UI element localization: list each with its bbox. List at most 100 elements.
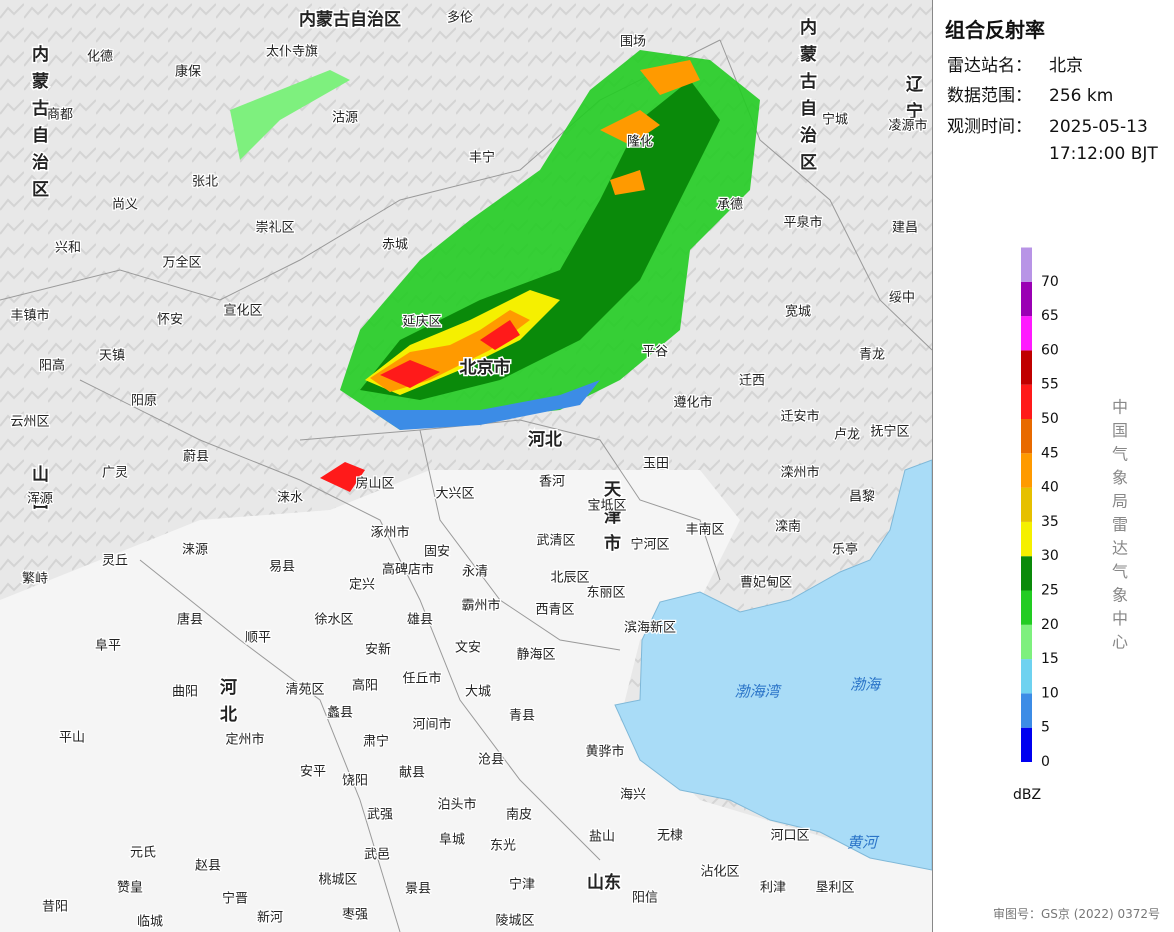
place-label: 广灵 bbox=[102, 466, 128, 481]
place-label: 宁晋 bbox=[222, 891, 248, 907]
source-char: 局 bbox=[1112, 492, 1128, 511]
place-label: 武邑 bbox=[364, 848, 390, 863]
place-label: 定兴 bbox=[349, 578, 375, 593]
place-label: 滦南 bbox=[775, 519, 801, 535]
place-label: 昔阳 bbox=[42, 900, 68, 915]
place-label: 阜城 bbox=[439, 832, 465, 848]
legend-tick-label: 35 bbox=[1041, 514, 1059, 530]
place-label: 多伦 bbox=[447, 10, 473, 26]
place-label: 沾化区 bbox=[700, 865, 739, 880]
place-label: 涞源 bbox=[182, 543, 208, 558]
water-label: 渤海湾 bbox=[734, 683, 782, 701]
place-label: 昌黎 bbox=[849, 490, 875, 505]
place-label: 浑源 bbox=[27, 492, 53, 507]
place-label: 万全区 bbox=[162, 255, 201, 271]
legend-tick-label: 50 bbox=[1041, 411, 1059, 427]
water-label: 黄河 bbox=[847, 834, 880, 852]
place-label: 肃宁 bbox=[363, 734, 389, 750]
info-value: 256 km bbox=[1049, 86, 1114, 106]
place-label: 商都 bbox=[47, 108, 73, 123]
legend-swatch bbox=[1021, 521, 1032, 557]
place-label: 赵县 bbox=[195, 859, 221, 874]
place-label: 临城 bbox=[137, 915, 163, 930]
place-label: 建昌 bbox=[892, 221, 918, 236]
legend-tick-label: 10 bbox=[1041, 685, 1059, 701]
place-label: 阳原 bbox=[131, 394, 157, 409]
place-label: 易县 bbox=[269, 560, 295, 575]
place-label: 安平 bbox=[300, 765, 326, 780]
place-label: 青龙 bbox=[859, 348, 885, 363]
place-label: 崇礼区 bbox=[255, 220, 294, 236]
region-label: 河北 bbox=[216, 678, 237, 732]
place-label: 曹妃甸区 bbox=[740, 576, 792, 591]
panel-title: 组合反射率 bbox=[945, 18, 1045, 42]
place-label: 房山区 bbox=[355, 476, 394, 492]
source-char: 象 bbox=[1112, 586, 1128, 605]
place-label: 平山 bbox=[59, 731, 85, 746]
place-label: 滦州市 bbox=[780, 465, 819, 481]
place-label: 景县 bbox=[405, 882, 431, 897]
place-label: 天镇 bbox=[99, 349, 125, 364]
legend-swatch bbox=[1021, 693, 1032, 728]
place-label: 文安 bbox=[455, 641, 481, 656]
place-label: 宁河区 bbox=[630, 537, 669, 553]
place-label: 东光 bbox=[490, 839, 516, 854]
place-label: 香河 bbox=[539, 475, 565, 490]
place-label: 雄县 bbox=[407, 613, 433, 628]
place-label: 青县 bbox=[509, 709, 535, 724]
place-label: 阳信 bbox=[632, 891, 658, 906]
place-label: 丰南区 bbox=[685, 522, 724, 538]
legend-tick-label: 70 bbox=[1041, 274, 1059, 290]
place-label: 宽城 bbox=[785, 304, 811, 320]
region-label: 北京市 bbox=[460, 357, 511, 378]
place-label: 宝坻区 bbox=[587, 498, 626, 514]
place-label: 围场 bbox=[620, 35, 646, 50]
place-label: 桃城区 bbox=[318, 873, 357, 888]
legend-swatch bbox=[1021, 590, 1032, 625]
place-label: 迁安市 bbox=[780, 409, 819, 425]
water-label: 渤海 bbox=[850, 676, 882, 694]
legend-tick-label: 65 bbox=[1041, 308, 1059, 324]
place-label: 绥中 bbox=[889, 291, 915, 306]
place-label: 泊头市 bbox=[437, 797, 476, 813]
place-label: 新河 bbox=[257, 910, 283, 926]
place-label: 唐县 bbox=[177, 612, 203, 628]
legend-swatch bbox=[1021, 316, 1032, 351]
region-label: 天津市 bbox=[600, 480, 621, 561]
place-label: 卢龙 bbox=[834, 427, 860, 443]
place-label: 静海区 bbox=[516, 648, 555, 663]
place-label: 黄骅市 bbox=[585, 744, 624, 760]
place-label: 高碑店市 bbox=[382, 562, 434, 578]
place-label: 河口区 bbox=[770, 829, 809, 844]
info-label: 数据范围： bbox=[947, 86, 1032, 106]
place-label: 丰宁 bbox=[469, 150, 495, 166]
source-char: 雷 bbox=[1112, 515, 1128, 534]
place-label: 化德 bbox=[87, 50, 113, 65]
place-label: 宁城 bbox=[822, 112, 848, 128]
place-label: 宣化区 bbox=[223, 303, 262, 319]
info-value: 2025-05-13 17:12:00 BJT bbox=[1049, 117, 1158, 164]
legend-tick-label: 15 bbox=[1041, 651, 1059, 667]
place-label: 清苑区 bbox=[285, 683, 324, 698]
place-label: 凌源市 bbox=[888, 118, 927, 134]
legend-swatch bbox=[1021, 419, 1032, 454]
info-label: 雷达站名： bbox=[947, 56, 1032, 76]
place-label: 永清 bbox=[462, 565, 488, 580]
place-label: 武强 bbox=[367, 808, 393, 823]
place-label: 抚宁区 bbox=[870, 424, 909, 440]
place-label: 尚义 bbox=[112, 198, 138, 213]
place-label: 安新 bbox=[365, 642, 391, 658]
place-label: 沽源 bbox=[332, 111, 358, 126]
place-label: 北辰区 bbox=[550, 571, 589, 586]
place-label: 乐亭 bbox=[832, 542, 858, 558]
radar-echo bbox=[230, 50, 760, 492]
side-panel: 组合反射率 雷达站名： 北京 数据范围： 256 km 观测时间： 2025-05-13 … bbox=[932, 0, 1174, 932]
place-label: 平谷 bbox=[642, 345, 668, 360]
plain bbox=[0, 470, 932, 932]
place-label: 康保 bbox=[175, 64, 201, 80]
legend-tick-label: 5 bbox=[1041, 720, 1050, 736]
legend-swatch bbox=[1021, 350, 1032, 385]
place-label: 霸州市 bbox=[461, 598, 500, 614]
place-label: 任丘市 bbox=[402, 671, 441, 687]
